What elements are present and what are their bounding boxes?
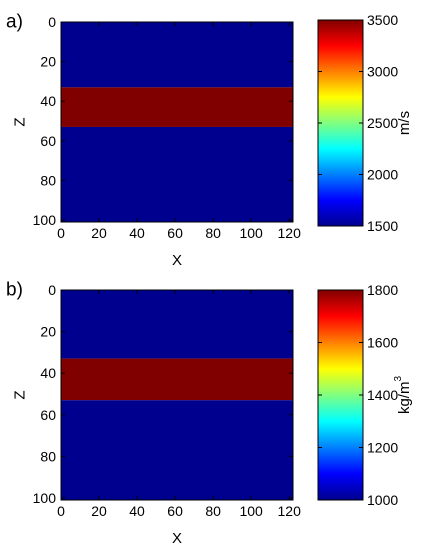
y-tick-label: 40 [40,93,56,109]
colorbar-label: kg/m3 [393,376,413,415]
x-tick-label: 100 [239,503,263,519]
x-axis-label: X [172,530,182,547]
x-tick-label: 40 [129,225,145,241]
heatmap-layer [61,358,293,401]
y-tick-label: 0 [48,282,56,298]
colorbar-tick-label: 1000 [367,492,398,508]
panel-a: a) 0 20 40 60 80 100 120 0 20 40 60 80 100 X Z 1500 2000 2… [6,12,413,270]
colorbar-tick-label: 3000 [367,64,398,80]
colorbar-tick-label: 1600 [367,335,398,351]
heatmap-layer [61,22,293,88]
colorbar [317,19,364,227]
colorbar-tick-label: 2000 [367,167,398,183]
plot-frame [60,289,294,501]
x-tick-label: 80 [205,503,221,519]
y-tick-label: 80 [40,172,56,188]
x-tick-label: 60 [167,225,183,241]
heatmap-layer [61,400,293,500]
x-tick-label: 60 [167,503,183,519]
x-tick-label: 20 [91,225,107,241]
colorbar-label: m/s [396,111,413,135]
x-tick-label: 0 [57,225,65,241]
y-tick-label: 60 [40,407,56,423]
x-tick-label: 0 [57,503,65,519]
panel-label: b) [6,280,23,301]
x-axis-label: X [172,252,182,269]
y-tick-label: 40 [40,365,56,381]
y-tick-label: 80 [40,448,56,464]
y-tick-label: 100 [33,490,57,506]
colorbar-tick-label: 2500 [367,115,398,131]
y-tick-label: 60 [40,133,56,149]
y-tick-label: 100 [33,212,57,228]
y-tick-label: 20 [40,54,56,70]
colorbar-tick-label: 1400 [367,387,398,403]
heatmap-layer [61,87,293,127]
heatmap-layer [61,126,293,222]
colorbar-tick-label: 1500 [367,218,398,234]
colorbar-tick-label: 3500 [367,12,398,28]
colorbar-tick-label: 1800 [367,282,398,298]
panel-label: a) [6,12,23,33]
x-tick-label: 120 [278,225,302,241]
x-tick-label: 100 [239,225,263,241]
colorbar [317,289,364,501]
x-tick-label: 120 [278,503,302,519]
y-axis-label: Z [12,117,29,126]
plot-frame [60,21,294,223]
y-tick-label: 0 [48,14,56,30]
x-tick-label: 40 [129,503,145,519]
x-tick-label: 80 [205,225,221,241]
colorbar-tick-label: 1200 [367,440,398,456]
x-tick-label: 20 [91,503,107,519]
y-tick-label: 20 [40,324,56,340]
heatmap-layer [61,290,293,359]
panel-b: b)0 20 40 60 80 100 120020406080100XZ100012001… [6,280,413,548]
y-axis-label: Z [12,390,29,399]
